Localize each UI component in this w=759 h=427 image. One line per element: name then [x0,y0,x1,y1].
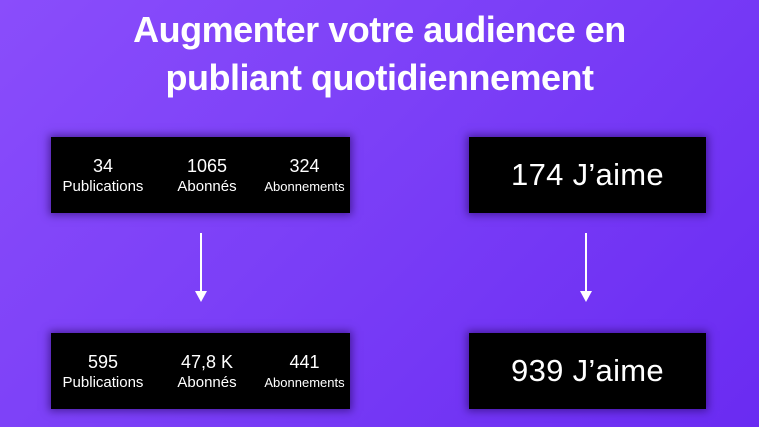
stat-value: 441 [289,351,320,372]
stat-value: 1065 [186,155,228,176]
stat-following: 324 Abonnements [259,137,350,213]
stat-value: 324 [289,155,320,176]
stat-label: Publications [62,373,144,391]
likes-count: 939 J’aime [511,353,664,388]
headline: Augmenter votre audience en publiant quo… [0,6,759,102]
after-stats-card: 595 Publications 47,8 K Abonnés 441 Abon… [51,333,350,409]
likes-count: 174 J’aime [511,157,664,192]
headline-line-2: publiant quotidiennement [165,57,594,98]
stat-label: Abonnés [177,177,237,195]
after-likes-card: 939 J’aime [469,333,706,409]
stat-value: 34 [92,155,114,176]
stat-label: Abonnements [264,178,345,194]
stat-followers: 1065 Abonnés [155,137,259,213]
stat-label: Abonnés [177,373,237,391]
stat-label: Publications [62,177,144,195]
stat-label: Abonnements [264,374,345,390]
stat-following: 441 Abonnements [259,333,350,409]
stat-publications: 34 Publications [51,137,155,213]
before-likes-card: 174 J’aime [469,137,706,213]
stat-value: 47,8 K [180,351,234,372]
before-stats-card: 34 Publications 1065 Abonnés 324 Abonnem… [51,137,350,213]
stat-publications: 595 Publications [51,333,155,409]
arrow-down-icon [195,233,207,302]
stat-value: 595 [87,351,119,372]
headline-line-1: Augmenter votre audience en [133,9,626,50]
stat-followers: 47,8 K Abonnés [155,333,259,409]
arrow-down-icon [580,233,592,302]
